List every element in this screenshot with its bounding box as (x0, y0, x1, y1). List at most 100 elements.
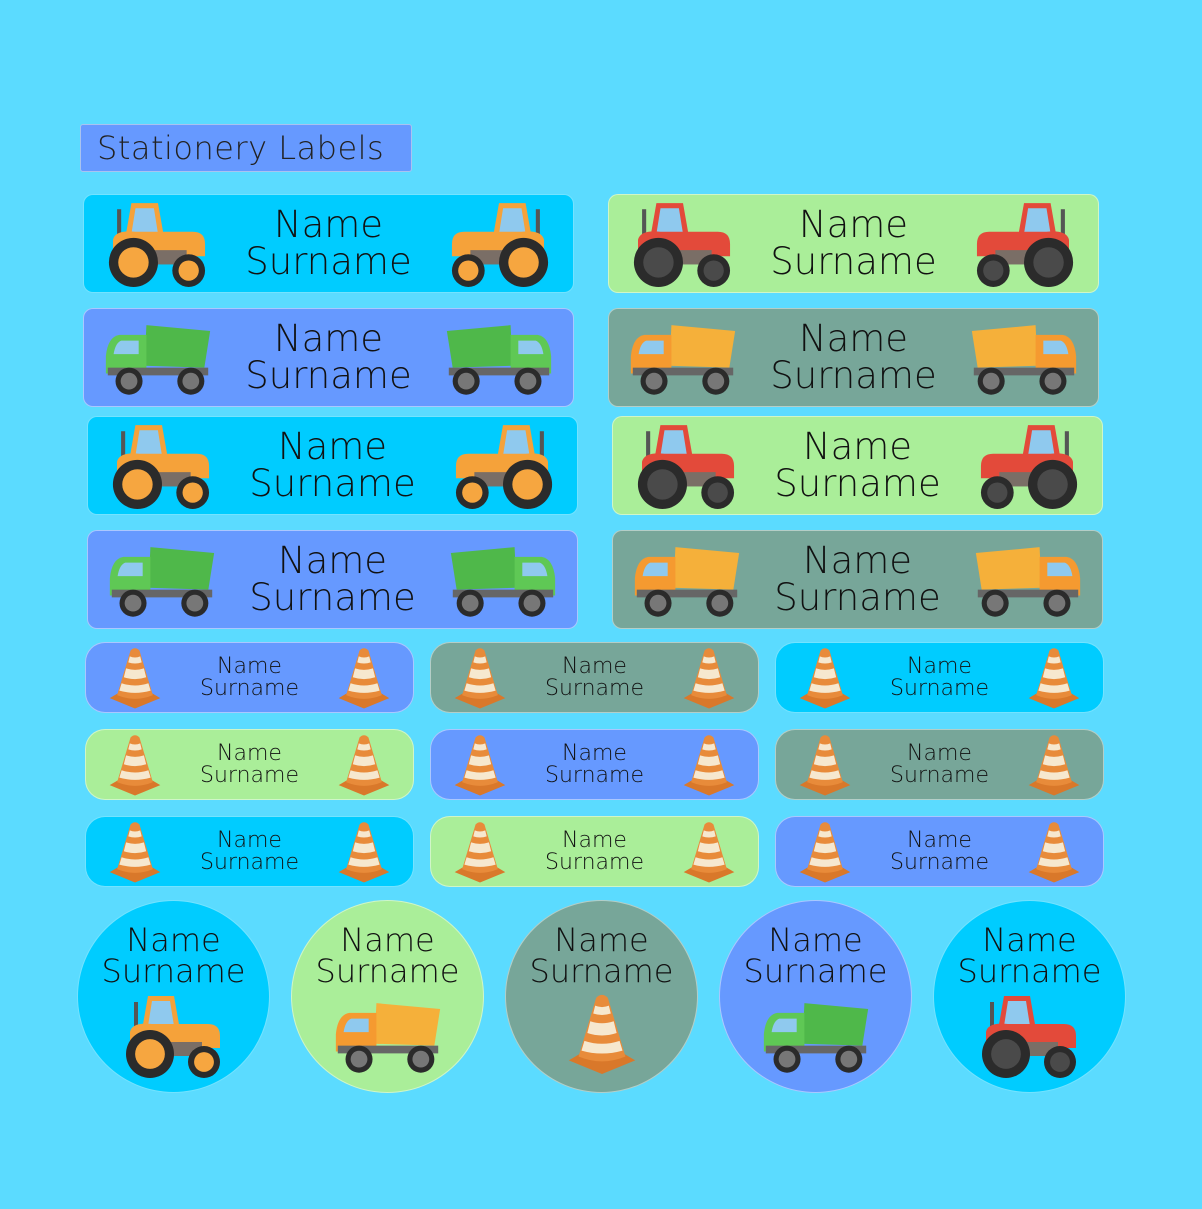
label-surname: Surname (200, 762, 299, 788)
label-text: Name Surname (890, 830, 989, 873)
label-name: Name (217, 827, 282, 853)
label-surname: Surname (770, 239, 937, 283)
round-label: Name Surname (291, 900, 484, 1093)
label-text: Name Surname (770, 317, 937, 397)
label-surname: Surname (245, 353, 412, 397)
label-surname: Surname (200, 849, 299, 875)
label-surname: Surname (101, 952, 246, 991)
traffic-cone-icon (100, 646, 170, 710)
label-surname: Surname (890, 762, 989, 788)
orange-dump-truck-icon (627, 313, 739, 403)
big-name-label: Name Surname (83, 194, 574, 293)
label-text: Name Surname (315, 921, 460, 991)
traffic-cone-icon (790, 733, 860, 797)
orange-tractor-icon (118, 992, 230, 1080)
orange-tractor-icon (106, 421, 218, 511)
label-name: Name (554, 921, 649, 959)
traffic-cone-icon (100, 733, 170, 797)
orange-tractor-icon (443, 199, 555, 289)
label-text: Name Surname (545, 743, 644, 786)
label-text: Name Surname (774, 425, 941, 505)
label-text: Name Surname (101, 921, 246, 991)
small-name-label: Name Surname (85, 729, 414, 800)
page-title: Stationery Labels (80, 124, 412, 172)
label-name: Name (126, 921, 221, 959)
label-surname: Surname (890, 849, 989, 875)
label-surname: Surname (545, 849, 644, 875)
label-name: Name (768, 921, 863, 959)
traffic-cone-icon (790, 646, 860, 710)
label-name: Name (273, 317, 384, 361)
traffic-cone-icon (1019, 820, 1089, 884)
green-dump-truck-icon (102, 313, 214, 403)
label-name: Name (562, 827, 627, 853)
big-name-label: Name Surname (87, 530, 578, 629)
traffic-cone-icon (100, 820, 170, 884)
label-surname: Surname (770, 353, 937, 397)
label-surname: Surname (890, 675, 989, 701)
label-surname: Surname (545, 675, 644, 701)
label-name: Name (907, 653, 972, 679)
label-text: Name Surname (545, 830, 644, 873)
big-name-label: Name Surname (612, 416, 1103, 515)
traffic-cone-icon (329, 646, 399, 710)
small-name-label: Name Surname (775, 642, 1104, 713)
traffic-cone-icon (1019, 733, 1089, 797)
label-name: Name (982, 921, 1077, 959)
green-dump-truck-icon (760, 992, 872, 1080)
label-surname: Surname (774, 461, 941, 505)
small-name-label: Name Surname (775, 816, 1104, 887)
label-text: Name Surname (774, 539, 941, 619)
traffic-cone-icon (558, 992, 646, 1076)
label-text: Name Surname (200, 656, 299, 699)
label-name: Name (273, 203, 384, 247)
green-dump-truck-icon (106, 535, 218, 625)
label-name: Name (907, 740, 972, 766)
orange-dump-truck-icon (972, 535, 1084, 625)
small-name-label: Name Surname (430, 729, 759, 800)
label-text: Name Surname (743, 921, 888, 991)
label-name: Name (802, 539, 913, 583)
traffic-cone-icon (674, 820, 744, 884)
label-name: Name (802, 425, 913, 469)
label-name: Name (798, 203, 909, 247)
small-name-label: Name Surname (85, 642, 414, 713)
label-surname: Surname (315, 952, 460, 991)
label-surname: Surname (249, 575, 416, 619)
round-label: Name Surname (719, 900, 912, 1093)
label-name: Name (562, 740, 627, 766)
label-name: Name (798, 317, 909, 361)
traffic-cone-icon (790, 820, 860, 884)
small-name-label: Name Surname (775, 729, 1104, 800)
orange-dump-truck-icon (968, 313, 1080, 403)
label-name: Name (340, 921, 435, 959)
big-name-label: Name Surname (608, 194, 1099, 293)
label-text: Name Surname (957, 921, 1102, 991)
traffic-cone-icon (445, 820, 515, 884)
label-surname: Surname (200, 675, 299, 701)
red-tractor-icon (972, 421, 1084, 511)
orange-tractor-icon (102, 199, 214, 289)
small-name-label: Name Surname (85, 816, 414, 887)
red-tractor-icon (631, 421, 743, 511)
label-text: Name Surname (529, 921, 674, 991)
label-text: Name Surname (249, 428, 416, 505)
label-surname: Surname (774, 575, 941, 619)
big-name-label: Name Surname (83, 308, 574, 407)
label-text: Name Surname (890, 743, 989, 786)
green-dump-truck-icon (447, 535, 559, 625)
orange-dump-truck-icon (631, 535, 743, 625)
label-surname: Surname (743, 952, 888, 991)
label-text: Name Surname (545, 656, 644, 699)
traffic-cone-icon (674, 733, 744, 797)
label-surname: Surname (957, 952, 1102, 991)
big-name-label: Name Surname (87, 416, 578, 515)
round-label: Name Surname (933, 900, 1126, 1093)
label-surname: Surname (545, 762, 644, 788)
red-tractor-icon (968, 199, 1080, 289)
label-text: Name Surname (245, 203, 411, 280)
label-text: Name Surname (890, 656, 989, 699)
label-text: Name Surname (200, 743, 299, 786)
label-surname: Surname (529, 952, 674, 991)
label-surname: Surname (249, 461, 416, 505)
